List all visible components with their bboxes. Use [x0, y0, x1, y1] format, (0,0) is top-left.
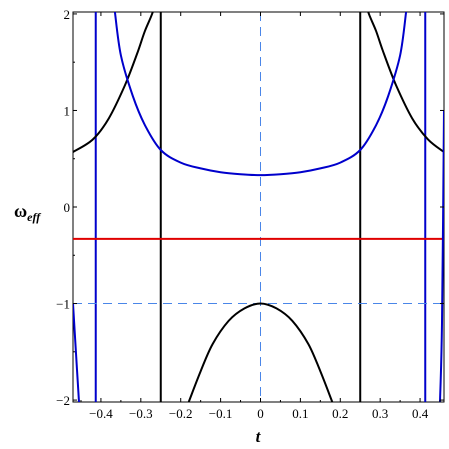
x-tick-label: 0.3	[372, 406, 388, 421]
x-tick-label: 0.1	[292, 406, 308, 421]
series-0-segment-1	[187, 302, 334, 402]
x-axis-title: t	[256, 427, 262, 446]
series-0-segment-0	[73, 12, 154, 153]
y-tick-label: 1	[64, 103, 71, 118]
x-tick-label: 0.2	[332, 406, 348, 421]
series-1-segment-2	[439, 110, 444, 402]
y-tick-label: 0	[64, 200, 71, 215]
x-tick-label: −0.2	[169, 406, 193, 421]
series-1-segment-0	[113, 12, 408, 177]
y-axis-title-main: ω	[14, 201, 27, 221]
y-axis-title-subscript: eff	[27, 210, 41, 224]
y-tick-label: −1	[56, 297, 70, 312]
x-tick-label: −0.1	[209, 406, 233, 421]
y-axis-title: ωeff	[14, 201, 41, 224]
x-tick-label: −0.3	[129, 406, 153, 421]
x-tick-label: 0.4	[412, 406, 429, 421]
y-tick-label: −2	[56, 393, 70, 408]
y-tick-label: 2	[64, 7, 71, 22]
x-tick-label: 0	[257, 406, 264, 421]
series-0-segment-2	[367, 12, 444, 153]
plot-frame	[72, 11, 445, 403]
x-tick-label: −0.4	[89, 406, 113, 421]
series-1-segment-1	[73, 303, 80, 402]
